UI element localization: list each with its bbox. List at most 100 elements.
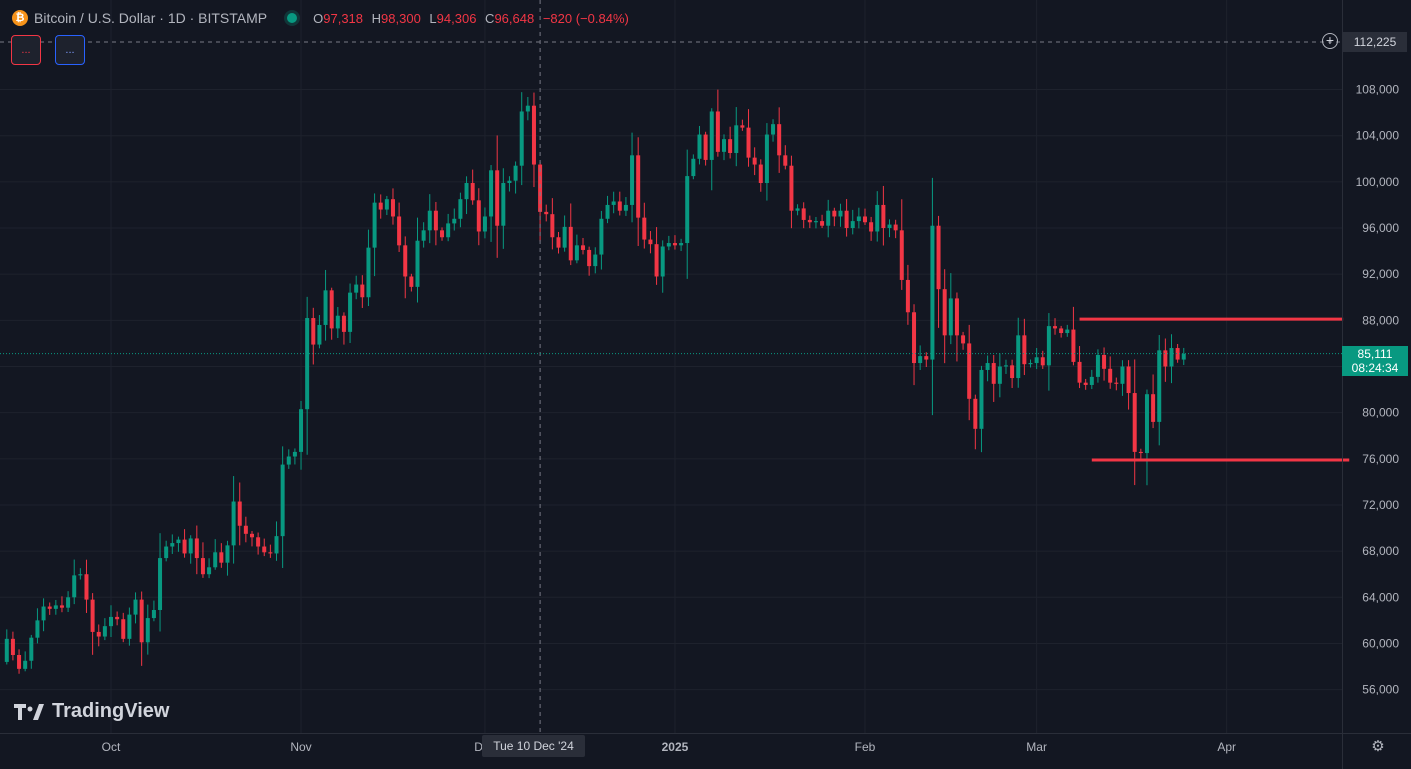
candle[interactable]: [323, 269, 328, 341]
candle[interactable]: [1181, 347, 1186, 365]
candle[interactable]: [421, 222, 426, 248]
candle[interactable]: [777, 107, 782, 173]
candle[interactable]: [366, 229, 371, 307]
candle[interactable]: [961, 331, 966, 350]
candle[interactable]: [1034, 347, 1039, 370]
candle[interactable]: [562, 215, 567, 252]
candle[interactable]: [1175, 343, 1180, 363]
candle[interactable]: [1089, 369, 1094, 390]
candle[interactable]: [464, 176, 469, 215]
candle[interactable]: [415, 217, 420, 303]
symbol-title[interactable]: Bitcoin / U.S. Dollar · 1D · BITSTAMP: [34, 10, 268, 26]
candle[interactable]: [844, 199, 849, 237]
candle[interactable]: [936, 215, 941, 328]
candle[interactable]: [182, 529, 187, 558]
candle[interactable]: [930, 177, 935, 416]
candle[interactable]: [862, 208, 867, 225]
candle[interactable]: [636, 137, 641, 246]
candle[interactable]: [519, 92, 524, 186]
candle[interactable]: [556, 231, 561, 254]
candle[interactable]: [1144, 389, 1149, 486]
candle[interactable]: [850, 209, 855, 235]
candle[interactable]: [256, 532, 261, 555]
candle[interactable]: [1022, 318, 1027, 376]
candle[interactable]: [691, 154, 696, 180]
candle[interactable]: [207, 558, 212, 579]
candle[interactable]: [446, 213, 451, 242]
candle[interactable]: [225, 540, 230, 576]
candle[interactable]: [378, 194, 383, 219]
candle[interactable]: [299, 400, 304, 470]
candle[interactable]: [372, 193, 377, 277]
candle[interactable]: [109, 605, 113, 638]
candle[interactable]: [1077, 346, 1082, 389]
candle[interactable]: [1010, 359, 1015, 388]
candle[interactable]: [709, 108, 714, 191]
candle[interactable]: [96, 624, 101, 647]
candle[interactable]: [35, 608, 40, 644]
candle[interactable]: [789, 155, 794, 229]
candle[interactable]: [1157, 335, 1162, 446]
candle[interactable]: [23, 651, 28, 672]
candle[interactable]: [679, 238, 684, 252]
candle[interactable]: [722, 134, 726, 161]
candle[interactable]: [237, 482, 242, 546]
candle[interactable]: [427, 194, 432, 244]
candle[interactable]: [617, 191, 622, 216]
candle[interactable]: [703, 131, 708, 166]
candle[interactable]: [188, 535, 193, 564]
candle[interactable]: [642, 202, 647, 249]
candle[interactable]: [531, 92, 536, 188]
candle[interactable]: [1108, 356, 1113, 389]
candle[interactable]: [452, 208, 457, 231]
candle[interactable]: [1138, 448, 1143, 459]
candle[interactable]: [918, 345, 923, 370]
candle[interactable]: [979, 365, 984, 453]
candle[interactable]: [17, 649, 22, 674]
candle[interactable]: [991, 355, 996, 402]
candle[interactable]: [997, 353, 1002, 398]
candle[interactable]: [470, 169, 475, 205]
candle[interactable]: [795, 204, 800, 216]
candle[interactable]: [176, 536, 181, 552]
candle[interactable]: [746, 109, 751, 167]
candle[interactable]: [813, 216, 818, 229]
candle[interactable]: [507, 176, 512, 192]
candle[interactable]: [495, 135, 500, 258]
candle[interactable]: [360, 275, 365, 308]
candle[interactable]: [728, 126, 733, 159]
candle[interactable]: [341, 312, 346, 345]
candle[interactable]: [1102, 347, 1107, 381]
candle[interactable]: [1046, 313, 1051, 391]
candle[interactable]: [715, 89, 720, 157]
candle[interactable]: [954, 292, 959, 362]
candle[interactable]: [286, 449, 291, 469]
candle[interactable]: [348, 283, 353, 343]
candle[interactable]: [335, 307, 340, 339]
candle[interactable]: [948, 273, 953, 345]
candle[interactable]: [1016, 317, 1021, 388]
candle[interactable]: [752, 147, 757, 176]
candle[interactable]: [648, 231, 653, 254]
candle[interactable]: [820, 214, 825, 229]
candle[interactable]: [599, 210, 604, 270]
candle[interactable]: [826, 199, 831, 238]
candle[interactable]: [29, 634, 34, 669]
candle[interactable]: [630, 132, 635, 223]
candle[interactable]: [243, 516, 248, 543]
candle[interactable]: [581, 237, 586, 255]
candle[interactable]: [660, 240, 665, 293]
candle[interactable]: [403, 236, 408, 299]
candle[interactable]: [574, 234, 579, 264]
candle[interactable]: [924, 352, 929, 367]
candle[interactable]: [53, 599, 58, 615]
candle[interactable]: [268, 544, 273, 558]
candle[interactable]: [329, 287, 334, 340]
candle[interactable]: [4, 629, 9, 665]
candle[interactable]: [1065, 324, 1070, 337]
candle[interactable]: [311, 307, 316, 365]
horizontal-levels[interactable]: [1079, 317, 1350, 462]
candle[interactable]: [893, 219, 898, 239]
candle[interactable]: [47, 602, 52, 615]
